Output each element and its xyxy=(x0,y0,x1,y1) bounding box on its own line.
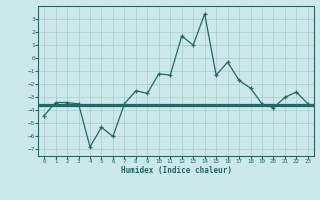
X-axis label: Humidex (Indice chaleur): Humidex (Indice chaleur) xyxy=(121,166,231,175)
